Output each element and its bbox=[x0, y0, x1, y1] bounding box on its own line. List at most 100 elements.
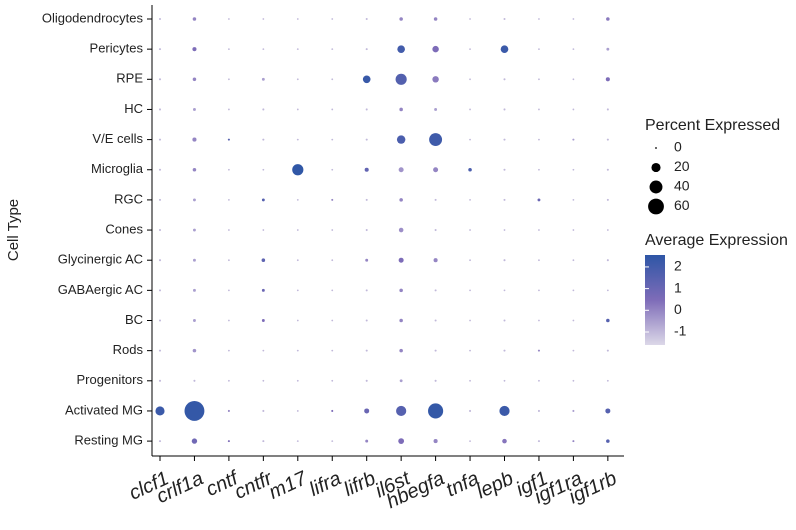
dot bbox=[469, 229, 471, 231]
dot bbox=[261, 77, 265, 81]
dot bbox=[572, 409, 575, 412]
dot bbox=[296, 138, 299, 141]
dot bbox=[606, 229, 609, 231]
dot bbox=[262, 108, 265, 111]
dot bbox=[365, 198, 368, 201]
dot bbox=[296, 289, 299, 292]
y-tick-label: Activated MG bbox=[65, 402, 143, 417]
y-tick-label: HC bbox=[124, 101, 143, 116]
dot bbox=[158, 440, 162, 443]
dot bbox=[227, 440, 230, 443]
dot bbox=[296, 48, 299, 51]
dot bbox=[399, 198, 403, 202]
dot bbox=[469, 108, 471, 111]
x-tick-label: m17 bbox=[266, 467, 311, 504]
dot bbox=[605, 408, 611, 414]
dot bbox=[396, 135, 406, 144]
dot bbox=[331, 289, 334, 292]
dot bbox=[228, 18, 230, 20]
dot bbox=[469, 409, 472, 412]
dot bbox=[433, 258, 438, 263]
dot bbox=[331, 198, 334, 201]
dot bbox=[503, 289, 506, 292]
dot bbox=[262, 48, 265, 51]
dot bbox=[398, 438, 405, 444]
dot bbox=[193, 258, 196, 262]
dot bbox=[228, 108, 230, 111]
dot bbox=[331, 229, 334, 231]
dot bbox=[296, 440, 299, 442]
color-legend-title: Average Expression bbox=[645, 232, 788, 249]
dot bbox=[262, 440, 265, 443]
dot bbox=[261, 258, 266, 262]
dot bbox=[572, 229, 575, 231]
dot bbox=[572, 440, 575, 443]
dot bbox=[606, 379, 609, 382]
dot bbox=[537, 440, 540, 443]
dot bbox=[228, 349, 230, 352]
dot bbox=[158, 17, 162, 21]
y-tick-label: RGC bbox=[114, 191, 143, 206]
dot bbox=[262, 18, 265, 20]
dot bbox=[503, 78, 506, 81]
dot bbox=[606, 318, 610, 323]
dot bbox=[538, 379, 540, 382]
dot bbox=[365, 48, 368, 51]
y-tick-label: Rods bbox=[113, 342, 144, 357]
dot bbox=[365, 379, 368, 382]
dot bbox=[228, 289, 230, 292]
dot bbox=[395, 73, 407, 85]
dot bbox=[537, 409, 540, 412]
dot bbox=[572, 259, 575, 262]
dot bbox=[365, 108, 368, 111]
dot bbox=[364, 167, 369, 172]
dot bbox=[469, 259, 471, 262]
dot bbox=[261, 288, 265, 292]
y-tick-label: Cones bbox=[105, 221, 143, 236]
dot bbox=[606, 168, 609, 171]
dot bbox=[296, 199, 299, 201]
dot bbox=[296, 379, 299, 382]
dot bbox=[537, 198, 541, 202]
dot bbox=[503, 379, 506, 382]
dot bbox=[261, 319, 265, 322]
dot bbox=[606, 138, 609, 141]
color-bar-label: -1 bbox=[674, 323, 687, 339]
dot bbox=[606, 47, 610, 51]
dot bbox=[158, 349, 162, 352]
dot bbox=[399, 318, 403, 323]
dot bbox=[158, 289, 162, 292]
dot bbox=[192, 47, 197, 52]
dot bbox=[503, 319, 506, 322]
dot bbox=[606, 198, 609, 201]
dot bbox=[228, 48, 230, 51]
dot bbox=[433, 439, 438, 444]
dot bbox=[365, 258, 369, 262]
dot bbox=[158, 108, 162, 111]
y-tick-label: GABAergic AC bbox=[58, 282, 143, 297]
dot bbox=[434, 349, 437, 352]
dot bbox=[469, 138, 471, 141]
y-axis-title: Cell Type bbox=[5, 199, 22, 261]
dot bbox=[572, 349, 575, 352]
dot bbox=[155, 406, 165, 416]
dot bbox=[262, 349, 265, 352]
dot bbox=[434, 229, 437, 232]
dot bbox=[331, 409, 334, 412]
dot bbox=[158, 319, 162, 322]
dot bbox=[503, 198, 506, 201]
dot bbox=[606, 289, 609, 292]
dot bbox=[262, 379, 265, 382]
dot bbox=[331, 319, 334, 322]
dot bbox=[428, 403, 444, 419]
dot bbox=[606, 108, 609, 111]
dot bbox=[296, 78, 299, 81]
dot bbox=[396, 405, 407, 417]
y-tick-label: Glycinergic AC bbox=[58, 252, 143, 267]
dot bbox=[572, 168, 575, 171]
dot bbox=[468, 167, 472, 172]
dot bbox=[362, 75, 371, 84]
dot bbox=[331, 168, 334, 171]
dot bbox=[537, 349, 540, 352]
dot bbox=[538, 48, 540, 51]
